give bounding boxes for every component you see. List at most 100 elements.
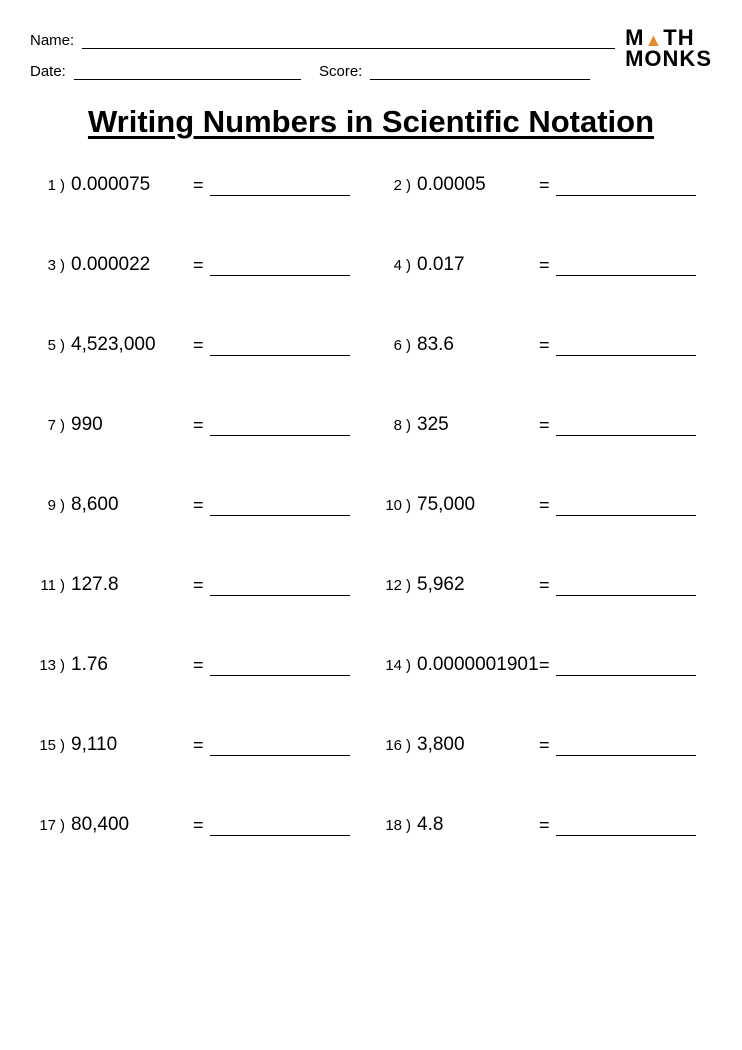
- name-field-row: Name:: [30, 32, 615, 49]
- problem-number: 16: [376, 737, 406, 756]
- answer-input-line[interactable]: [210, 818, 350, 836]
- answer-input-line[interactable]: [556, 818, 696, 836]
- problem-row: 4)0.017=: [376, 254, 712, 276]
- answer-input-line[interactable]: [210, 178, 350, 196]
- problem-row: 3) 0.000022=: [30, 254, 366, 276]
- paren: ): [60, 417, 65, 436]
- problem-value: 0.000075: [71, 174, 191, 196]
- problem-value: 0.000022: [71, 254, 191, 276]
- paren: ): [60, 257, 65, 276]
- problem-value: 3,800: [417, 734, 537, 756]
- problem-number: 17: [30, 817, 60, 836]
- header-fields: Name: Date: Score:: [30, 28, 615, 94]
- equals-sign: =: [193, 815, 204, 836]
- score-input-line[interactable]: [370, 66, 590, 80]
- problem-row: 12)5,962=: [376, 574, 712, 596]
- problem-value: 80,400: [71, 814, 191, 836]
- answer-input-line[interactable]: [556, 418, 696, 436]
- problem-row: 1) 0.000075=: [30, 174, 366, 196]
- answer-input-line[interactable]: [210, 578, 350, 596]
- equals-sign: =: [193, 175, 204, 196]
- worksheet-title: Writing Numbers in Scientific Notation: [30, 104, 712, 140]
- date-input-line[interactable]: [74, 66, 301, 80]
- problem-number: 4: [376, 257, 406, 276]
- date-label: Date:: [30, 63, 66, 80]
- problem-row: 9)8,600=: [30, 494, 366, 516]
- answer-input-line[interactable]: [210, 338, 350, 356]
- problem-number: 7: [30, 417, 60, 436]
- equals-sign: =: [539, 735, 550, 756]
- problem-row: 10)75,000=: [376, 494, 712, 516]
- date-score-row: Date: Score:: [30, 63, 590, 80]
- problem-value: 4.8: [417, 814, 537, 836]
- problems-grid: 1)0.000075=2)0.00005=3)0.000022=4)0.017=…: [30, 174, 712, 836]
- paren: ): [406, 817, 411, 836]
- score-label: Score:: [319, 63, 362, 80]
- answer-input-line[interactable]: [556, 338, 696, 356]
- problem-value: 0.017: [417, 254, 537, 276]
- paren: ): [406, 657, 411, 676]
- answer-input-line[interactable]: [210, 418, 350, 436]
- equals-sign: =: [539, 495, 550, 516]
- answer-input-line[interactable]: [556, 658, 696, 676]
- problem-row: 11) 127.8=: [30, 574, 366, 596]
- equals-sign: =: [193, 415, 204, 436]
- equals-sign: =: [539, 175, 550, 196]
- paren: ): [406, 737, 411, 756]
- problem-number: 1: [30, 177, 60, 196]
- equals-sign: =: [539, 335, 550, 356]
- name-input-line[interactable]: [82, 35, 615, 49]
- problem-number: 6: [376, 337, 406, 356]
- equals-sign: =: [539, 575, 550, 596]
- equals-sign: =: [193, 255, 204, 276]
- equals-sign: =: [193, 575, 204, 596]
- problem-row: 5)4,523,000=: [30, 334, 366, 356]
- problem-row: 18) 4.8=: [376, 814, 712, 836]
- problem-number: 9: [30, 497, 60, 516]
- paren: ): [60, 657, 65, 676]
- problem-row: 2) 0.00005=: [376, 174, 712, 196]
- triangle-icon: ▲: [644, 32, 663, 49]
- problem-value: 83.6: [417, 334, 537, 356]
- problem-value: 0.00005: [417, 174, 537, 196]
- answer-input-line[interactable]: [556, 498, 696, 516]
- paren: ): [60, 337, 65, 356]
- problem-value: 8,600: [71, 494, 191, 516]
- equals-sign: =: [193, 335, 204, 356]
- paren: ): [60, 497, 65, 516]
- paren: ): [406, 417, 411, 436]
- problem-number: 13: [30, 657, 60, 676]
- paren: ): [406, 177, 411, 196]
- equals-sign: =: [193, 735, 204, 756]
- answer-input-line[interactable]: [556, 738, 696, 756]
- answer-input-line[interactable]: [210, 498, 350, 516]
- paren: ): [60, 817, 65, 836]
- problem-value: 1.76: [71, 654, 191, 676]
- problem-number: 14: [376, 657, 406, 676]
- answer-input-line[interactable]: [556, 578, 696, 596]
- problem-number: 3: [30, 257, 60, 276]
- equals-sign: =: [539, 815, 550, 836]
- answer-input-line[interactable]: [210, 258, 350, 276]
- problem-value: 325: [417, 414, 537, 436]
- problem-value: 4,523,000: [71, 334, 191, 356]
- equals-sign: =: [539, 655, 550, 676]
- paren: ): [60, 737, 65, 756]
- problem-row: 6)83.6=: [376, 334, 712, 356]
- name-label: Name:: [30, 32, 74, 49]
- problem-value: 990: [71, 414, 191, 436]
- equals-sign: =: [539, 415, 550, 436]
- answer-input-line[interactable]: [210, 658, 350, 676]
- problem-number: 11: [30, 577, 60, 596]
- answer-input-line[interactable]: [210, 738, 350, 756]
- equals-sign: =: [539, 255, 550, 276]
- paren: ): [60, 577, 65, 596]
- answer-input-line[interactable]: [556, 258, 696, 276]
- problem-value: 9,110: [71, 734, 191, 756]
- problem-number: 18: [376, 817, 406, 836]
- paren: ): [60, 177, 65, 196]
- problem-number: 2: [376, 177, 406, 196]
- answer-input-line[interactable]: [556, 178, 696, 196]
- problem-value: 127.8: [71, 574, 191, 596]
- logo-text: MONKS: [625, 49, 712, 70]
